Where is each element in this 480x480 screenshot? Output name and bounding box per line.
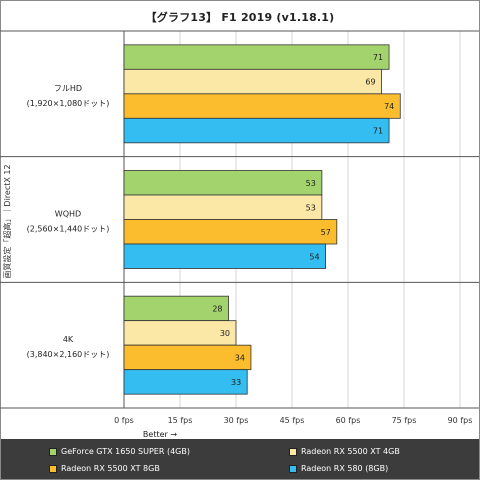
legend-swatch [49,464,57,473]
bar [123,117,390,144]
chart-title: 【グラフ13】 F1 2019 (v1.18.1) [145,11,335,24]
category-label: 4K [63,335,74,344]
y-axis-label: 画質設定「超高」｜DirectX 12 [2,164,12,278]
bar [123,369,248,395]
legend-label: GeForce GTX 1650 SUPER (4GB) [61,447,190,456]
bar [123,44,390,70]
legend-swatch [289,464,297,473]
bar [123,170,323,196]
legend: GeForce GTX 1650 SUPER (4GB) Radeon RX 55… [1,439,479,479]
x-tick-label: 30 fps [224,416,249,425]
bar-value-label: 33 [231,378,241,387]
bar-value-label: 53 [306,179,316,188]
x-axis-label: Better → [143,430,177,439]
bar [123,194,323,220]
legend-label: Radeon RX 5500 XT 4GB [301,447,400,456]
legend-swatch [49,447,57,456]
category-label: フルHD [54,84,82,93]
bar-value-label: 34 [235,353,245,362]
category-sublabel: (1,920×1,080ドット) [27,99,110,108]
bar-value-label: 71 [373,53,383,62]
x-tick-label: 0 fps [114,416,134,425]
legend-item: Radeon RX 5500 XT 8GB [49,464,160,473]
bar [123,93,401,119]
bar-value-label: 53 [306,203,316,212]
legend-item: Radeon RX 580 (8GB) [289,464,388,473]
bar [123,68,383,95]
x-tick-label: 15 fps [168,416,193,425]
bar-value-label: 28 [212,304,222,313]
bar [123,243,327,269]
bar [123,320,237,346]
bar [123,219,338,245]
category-sublabel: (3,840×2,160ドット) [27,350,110,359]
x-tick-label: 75 fps [392,416,417,425]
bar [123,295,229,322]
legend-swatch [289,447,297,456]
legend-label: Radeon RX 580 (8GB) [301,464,389,473]
bar-value-label: 69 [365,78,375,87]
bar-value-label: 71 [373,127,383,136]
bar-value-label: 30 [220,329,230,338]
bar-value-label: 74 [384,102,394,111]
bar-value-label: 54 [309,252,319,261]
bar-value-label: 57 [321,228,331,237]
x-tick-label: 60 fps [336,416,361,425]
x-tick-label: 45 fps [280,416,305,425]
legend-item: Radeon RX 5500 XT 4GB [289,447,400,456]
x-tick-label: 90 fps [448,416,473,425]
category-label: WQHD [55,210,81,219]
legend-item: GeForce GTX 1650 SUPER (4GB) [49,447,190,456]
category-sublabel: (2,560×1,440ドット) [27,225,110,234]
bar [123,344,252,371]
legend-label: Radeon RX 5500 XT 8GB [61,464,160,473]
